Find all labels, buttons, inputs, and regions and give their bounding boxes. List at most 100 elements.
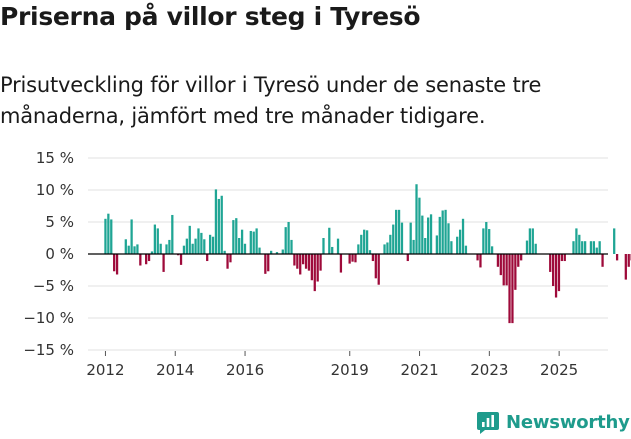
bar [511,254,514,324]
bar [208,234,212,254]
bar [145,254,148,265]
bar [400,222,404,254]
bar [589,241,593,254]
bar [374,254,377,279]
bar [397,209,401,254]
bar [153,224,157,254]
bar [217,198,220,254]
bar [520,254,523,261]
bar [595,247,598,254]
bar [136,244,139,254]
bar [424,238,427,254]
bar [147,254,151,262]
bar [552,254,555,286]
bar [360,234,363,254]
bar [299,254,302,275]
bar [310,254,313,281]
bar [214,189,218,254]
bar [490,246,494,254]
x-tick-label: 2019 [331,361,369,379]
bar [412,239,415,254]
bar [365,230,369,254]
newsworthy-logo-icon [477,412,499,434]
bar [197,228,200,254]
bar [592,241,595,254]
bar [304,254,308,269]
bar [528,228,532,254]
bar [281,249,284,254]
bar [113,254,116,272]
bar [415,184,418,254]
bar [206,254,209,262]
bar [296,254,299,269]
bar [409,222,412,254]
bar [525,240,529,254]
bar [496,254,500,267]
bar [339,254,343,273]
newsworthy-logo: Newsworthy [476,410,630,434]
bar [200,232,203,254]
bar [464,245,468,254]
bar [107,213,110,254]
bar [243,243,247,254]
bar [284,227,287,254]
x-tick-label: 2023 [470,361,508,379]
bar [185,238,188,254]
bar [368,250,372,254]
bar [517,254,520,267]
bar [328,227,331,254]
bar [270,250,273,254]
y-tick-label: 0 % [45,245,74,263]
bar [307,254,311,271]
bar [549,254,552,272]
bar [182,245,186,254]
bar [232,220,235,254]
bar [505,254,508,286]
bar [223,250,226,254]
bar [601,254,604,267]
bar [124,239,127,254]
bar [392,224,395,254]
bar [456,236,459,254]
bar [351,254,354,262]
bar [139,254,142,266]
bar [485,222,488,254]
bar [313,254,316,292]
page-title: Priserna på villor steg i Tyresö [0,2,421,31]
bar [127,245,130,254]
x-tick-label: 2012 [86,361,124,379]
bar [557,254,561,292]
bar [418,197,421,254]
bar [613,228,616,254]
bar [598,241,601,254]
bar [427,217,430,254]
bar [293,254,296,266]
bar [290,239,293,254]
bar [531,228,534,254]
bar [354,254,357,263]
bar [258,247,261,254]
bar [572,241,575,254]
bar [482,228,485,254]
bar [479,254,482,268]
x-tick-label: 2016 [226,361,264,379]
bar [104,218,107,254]
bar [534,243,537,254]
newsworthy-logo-text: Newsworthy [506,411,630,433]
bar [560,254,563,262]
y-tick-label: 15 % [36,149,74,167]
bar [499,254,502,276]
bar [203,239,206,254]
bar [150,251,154,254]
bar [581,241,584,254]
bar [514,254,517,290]
bar [458,229,462,254]
bar [115,254,119,275]
y-tick-label: 10 % [36,181,74,199]
bar [438,216,441,254]
bar [615,254,619,261]
bar [240,229,244,254]
bar [575,228,578,254]
bar [287,222,290,254]
